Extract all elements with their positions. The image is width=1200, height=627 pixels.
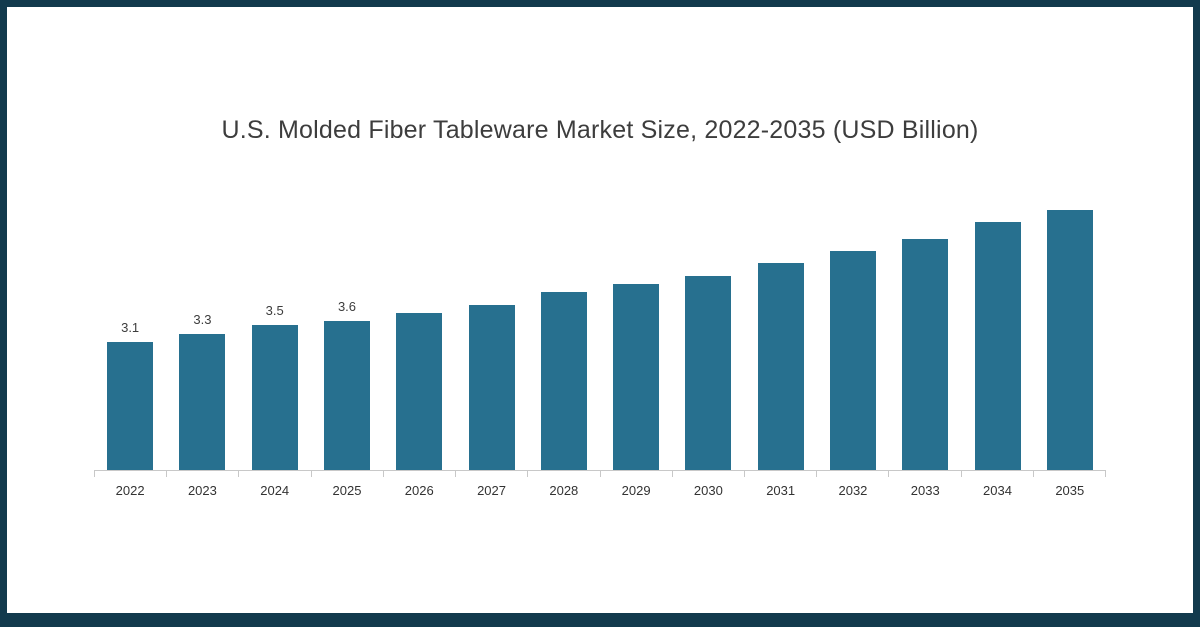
bar-column: [745, 241, 817, 470]
plot-area: 3.1 3.3 3.5 3.6 2022 2023 2024 2025 2026 2027 202…: [94, 180, 1107, 498]
x-axis-label: 2025: [332, 483, 362, 498]
x-axis-tick: [1034, 471, 1107, 477]
x-axis-tick: [673, 471, 745, 477]
bar-value-label: 3.3: [193, 312, 212, 327]
x-axis-label: 2026: [404, 483, 434, 498]
bar-column: [961, 200, 1033, 470]
bar-column: [528, 270, 600, 470]
x-axis-label: 2022: [115, 483, 145, 498]
x-axis-tick: [94, 471, 168, 477]
bar: [613, 284, 660, 470]
bar-value-label: 3.1: [121, 320, 140, 335]
x-axis-tick: [745, 471, 818, 477]
x-axis-tick: [601, 471, 673, 477]
bar-column: [455, 283, 527, 470]
x-axis-tick: [384, 471, 457, 477]
x-axis-ticks: [94, 471, 1107, 477]
bar: [468, 305, 515, 470]
x-axis-label: 2030: [693, 483, 723, 498]
x-axis-label: 2023: [187, 483, 217, 498]
x-axis-tick: [456, 471, 529, 477]
bar-column: 3.3: [166, 312, 238, 470]
x-axis-label: 2029: [621, 483, 651, 498]
bar-column: [889, 217, 961, 470]
x-axis-tick: [528, 471, 601, 477]
x-axis-label: 2024: [260, 483, 290, 498]
bar: [323, 321, 370, 470]
x-axis-label: 2034: [983, 483, 1012, 498]
bar-column: [383, 291, 455, 470]
bar-column: [817, 229, 889, 470]
bar-column: [1034, 188, 1106, 470]
bar: [829, 251, 876, 470]
bar-column: 3.6: [311, 299, 383, 470]
x-axis-label: 2033: [910, 483, 940, 498]
bar: [757, 263, 804, 470]
bar: [902, 239, 949, 470]
bar: [974, 222, 1021, 470]
bar: [540, 292, 587, 470]
chart-canvas: U.S. Molded Fiber Tableware Market Size,…: [7, 115, 1193, 613]
bar-value-label: 3.6: [337, 299, 357, 314]
x-axis-label: 2031: [766, 483, 796, 498]
bar: [179, 334, 226, 470]
x-axis-tick: [167, 471, 240, 477]
bar: [1046, 210, 1093, 470]
x-axis-tick: [817, 471, 890, 477]
bar-column: [672, 254, 744, 470]
x-axis-tick: [889, 471, 962, 477]
chart-title: U.S. Molded Fiber Tableware Market Size,…: [221, 116, 979, 144]
bar: [107, 342, 154, 470]
x-axis-label: 2035: [1055, 483, 1085, 498]
x-axis-labels: 2022 2023 2024 2025 2026 2027 2028 2029 2030 2031…: [94, 477, 1106, 498]
bar-column: [600, 262, 672, 470]
x-axis-label: 2027: [477, 483, 506, 498]
x-axis-tick: [239, 471, 312, 477]
x-axis-label: 2032: [838, 483, 868, 498]
bars-row: 3.1 3.3 3.5 3.6: [94, 180, 1106, 471]
bar-column: 3.5: [239, 303, 311, 470]
bar-value-label: 3.5: [265, 303, 284, 318]
bar: [685, 276, 732, 470]
bar: [251, 325, 298, 470]
x-axis-tick: [962, 471, 1034, 477]
x-axis-tick: [312, 471, 384, 477]
bar: [396, 313, 443, 470]
bar-column: 3.1: [94, 320, 166, 470]
x-axis-label: 2028: [549, 483, 579, 498]
